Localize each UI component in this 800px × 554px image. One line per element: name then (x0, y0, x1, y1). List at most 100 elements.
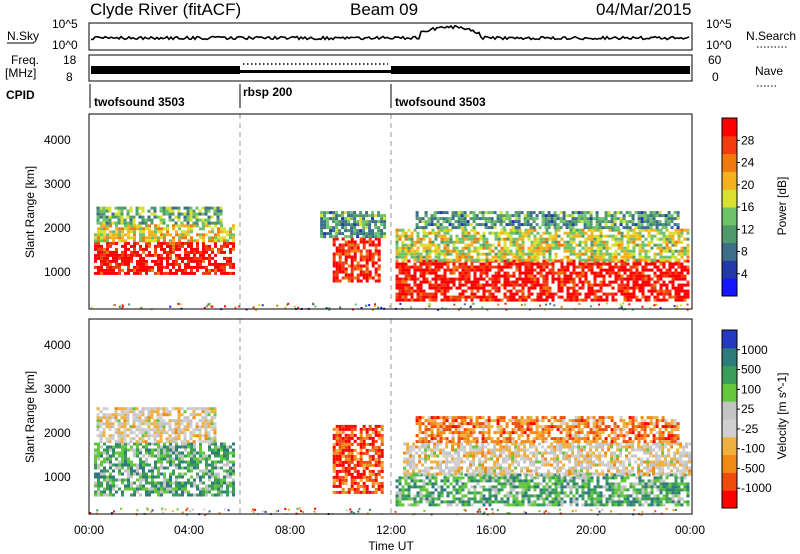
heatmap-cell (521, 243, 525, 247)
heatmap-cell (160, 484, 163, 488)
heatmap-cell (220, 448, 223, 452)
heatmap-cell (335, 220, 339, 224)
heatmap-cell (655, 214, 659, 218)
heatmap-cell (410, 286, 414, 290)
heatmap-cell (108, 215, 112, 219)
heatmap-cell (97, 475, 100, 479)
heatmap-cell (120, 221, 124, 225)
heatmap-cell (154, 460, 157, 464)
heatmap-cell (120, 209, 124, 213)
heatmap-cell (377, 460, 381, 464)
heatmap-cell (153, 206, 157, 210)
heatmap-cell (458, 258, 462, 262)
heatmap-cell (175, 457, 178, 461)
heatmap-cell (583, 226, 587, 230)
heatmap-cell (332, 463, 336, 467)
heatmap-cell (174, 407, 178, 411)
heatmap-cell (422, 234, 426, 238)
heatmap-cell (482, 271, 486, 275)
heatmap-cell (620, 240, 624, 244)
heatmap-cell (368, 226, 372, 230)
heatmap-cell (491, 485, 495, 489)
heatmap-cell (497, 476, 501, 480)
heatmap-cell (584, 298, 588, 302)
heatmap-cell (109, 493, 112, 497)
heatmap-cell (458, 274, 462, 278)
heatmap-cell (365, 475, 369, 479)
heatmap-cell (368, 220, 372, 224)
heatmap-cell (404, 237, 408, 241)
heatmap-cell (503, 231, 507, 235)
heatmap-cell (350, 466, 354, 470)
heatmap-cell (635, 237, 639, 241)
heatmap-cell (196, 457, 199, 461)
heatmap-cell (506, 482, 510, 486)
heatmap-cell (261, 304, 264, 307)
heatmap-cell (395, 497, 399, 501)
heatmap-cell (181, 224, 184, 228)
heatmap-cell (676, 223, 680, 227)
heatmap-cell (147, 431, 151, 435)
heatmap-cell (326, 211, 330, 215)
heatmap-cell (455, 476, 459, 480)
heatmap-cell (620, 255, 624, 259)
heatmap-cell (184, 268, 187, 272)
heatmap-cell (184, 265, 187, 269)
heatmap-cell (421, 217, 425, 221)
heatmap-cell (506, 289, 510, 293)
heatmap-cell (500, 249, 504, 253)
heatmap-cell (428, 271, 432, 275)
heatmap-cell (163, 227, 166, 231)
heatmap-cell (443, 286, 447, 290)
heatmap-cell (175, 466, 178, 470)
heatmap-cell (220, 481, 223, 485)
heatmap-cell (163, 236, 166, 240)
heatmap-cell (563, 265, 567, 269)
heatmap-cell (192, 434, 196, 438)
heatmap-cell (139, 268, 142, 272)
heatmap-cell (162, 419, 166, 423)
heatmap-cell (121, 262, 124, 266)
heatmap-cell (503, 243, 507, 247)
heatmap-cell (640, 211, 644, 215)
heatmap-cell (123, 440, 127, 444)
heatmap-cell (141, 419, 145, 423)
heatmap-cell (542, 231, 546, 235)
heatmap-cell (365, 487, 369, 491)
heatmap-cell (413, 494, 417, 498)
heatmap-cell (644, 249, 648, 253)
heatmap-cell (133, 230, 136, 234)
heatmap-cell (686, 237, 690, 241)
heatmap-cell (362, 445, 366, 449)
heatmap-cell (509, 280, 513, 284)
heatmap-cell (515, 491, 519, 495)
heatmap-cell (479, 295, 483, 299)
heatmap-cell (111, 437, 115, 441)
heatmap-cell (680, 286, 684, 290)
heatmap-cell (686, 249, 690, 253)
heatmap-cell (413, 482, 417, 486)
heatmap-cell (553, 211, 557, 215)
heatmap-cell (505, 211, 509, 215)
heatmap-cell (180, 440, 184, 444)
heatmap-cell (398, 237, 402, 241)
heatmap-cell (560, 237, 564, 241)
heatmap-cell (578, 249, 582, 253)
heatmap-cell (156, 431, 160, 435)
heatmap-cell (145, 239, 148, 243)
heatmap-cell (121, 481, 124, 485)
heatmap-cell (428, 231, 432, 235)
heatmap-cell (503, 271, 507, 275)
heatmap-cell (102, 416, 106, 420)
heatmap-cell (586, 226, 590, 230)
heatmap-cell (100, 262, 103, 266)
heatmap-cell (515, 497, 519, 501)
heatmap-cell (536, 243, 540, 247)
heatmap-cell (461, 292, 465, 296)
heatmap-cell (566, 255, 570, 259)
heatmap-cell (199, 490, 202, 494)
heatmap-cell (160, 244, 163, 248)
heatmap-cell (455, 277, 459, 281)
heatmap-cell (566, 268, 570, 272)
heatmap-cell (377, 240, 381, 244)
